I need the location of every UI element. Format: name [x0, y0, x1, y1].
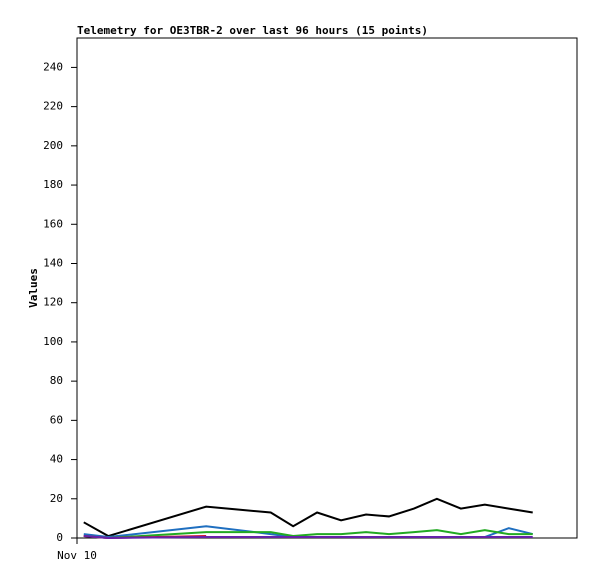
- y-tick-label: 180: [43, 178, 63, 191]
- series-line: [83, 497, 533, 538]
- y-tick-label: 220: [43, 100, 63, 113]
- series-line: [83, 529, 533, 540]
- y-tick-label: 80: [50, 374, 63, 387]
- x-tick-label: Nov 10: [57, 549, 97, 562]
- y-tick-label: 240: [43, 60, 63, 73]
- y-tick-label: 40: [50, 453, 63, 466]
- y-tick-label: 100: [43, 335, 63, 348]
- y-tick-label: 160: [43, 217, 63, 230]
- y-tick-label: 0: [56, 531, 63, 544]
- y-tick-label: 200: [43, 139, 63, 152]
- y-tick-label: 20: [50, 492, 63, 505]
- chart-title: Telemetry for OE3TBR-2 over last 96 hour…: [77, 24, 428, 37]
- y-tick-label: 120: [43, 296, 63, 309]
- y-tick-label: 60: [50, 413, 63, 426]
- y-axis-label: Values: [27, 268, 40, 308]
- series-line: [83, 535, 533, 540]
- y-tick-label: 140: [43, 256, 63, 269]
